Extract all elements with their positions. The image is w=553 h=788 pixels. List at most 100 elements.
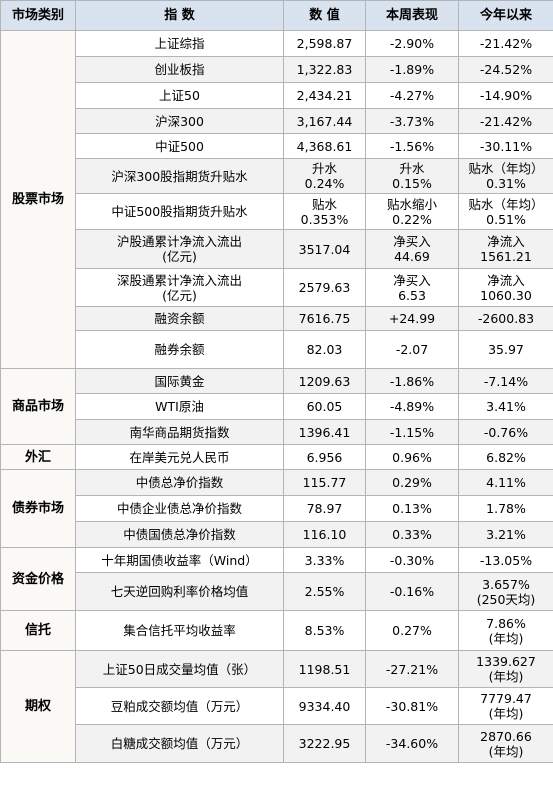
table-row: 中债国债总净价指数 116.10 0.33% 3.21%	[1, 521, 553, 548]
table-row: 沪深300股指期货升贴水 升水 0.24% 升水 0.15% 贴水（年均） 0.31%	[1, 158, 553, 194]
cell: 1,322.83	[283, 56, 366, 83]
table-row: 南华商品期货指数 1396.41 -1.15% -0.76%	[1, 419, 553, 445]
cell: -1.56%	[365, 133, 459, 159]
cell: 35.97	[458, 330, 553, 369]
cell: 7.86% (年均)	[458, 610, 553, 651]
cell: 0.96%	[365, 444, 459, 470]
cell: 沪深300股指期货升贴水	[75, 158, 284, 194]
cell: 3,167.44	[283, 108, 366, 134]
cell: -34.60%	[365, 724, 459, 763]
table-row: WTI原油 60.05 -4.89% 3.41%	[1, 393, 553, 420]
cell: 1209.63	[283, 368, 366, 394]
header-cell: 本周表现	[365, 0, 459, 31]
cell: -27.21%	[365, 650, 459, 688]
cell: 3222.95	[283, 724, 366, 763]
cell: +24.99	[365, 306, 459, 331]
cell: 6.956	[283, 444, 366, 470]
category-cell: 债券市场	[0, 469, 76, 548]
table-row: 商品市场 国际黄金 1209.63 -1.86% -7.14%	[0, 368, 553, 445]
cell: -14.90%	[458, 82, 553, 109]
cell: 上证50日成交量均值（张）	[75, 650, 284, 688]
cell: 3.657% (250天均)	[458, 572, 553, 611]
table-row: 资金价格 十年期国债收益率（Wind） 3.33% -0.30% -13.05%	[0, 547, 553, 611]
cell: -21.42%	[458, 108, 553, 134]
cell: 1.78%	[458, 495, 553, 522]
table-row: 外汇 在岸美元兑人民币 6.956 0.96% 6.82%	[0, 444, 553, 470]
cell: 中债总净价指数	[75, 469, 284, 496]
cell: 0.27%	[365, 610, 459, 651]
cell: 4,368.61	[283, 133, 366, 159]
cell: 升水 0.24%	[283, 158, 366, 194]
cell: 1339.627 (年均)	[458, 650, 553, 688]
cell: 中证500	[75, 133, 284, 159]
cell: 十年期国债收益率（Wind）	[75, 547, 284, 573]
table-row: 融资余额 7616.75 +24.99 -2600.83	[1, 306, 553, 331]
table-row: 期权 上证50日成交量均值（张） 1198.51 -27.21% 1339.627 (年…	[0, 650, 553, 763]
cell: 净买入 6.53	[365, 268, 459, 307]
cell: -1.15%	[365, 419, 459, 445]
header-cell: 今年以来	[458, 0, 553, 31]
cell: 净流入 1561.21	[458, 229, 553, 269]
cell: 2870.66 (年均)	[458, 724, 553, 763]
cell: 中债企业债总净价指数	[75, 495, 284, 522]
cell: 9334.40	[283, 687, 366, 725]
cell: 上证综指	[75, 30, 284, 57]
cell: 6.82%	[458, 444, 553, 470]
category-cell: 期权	[0, 650, 76, 763]
cell: 沪深300	[75, 108, 284, 134]
cell: 82.03	[283, 330, 366, 369]
cell: 上证50	[75, 82, 284, 109]
table-row: 沪股通累计净流入流出 (亿元) 3517.04 净买入 44.69 净流入 1561.…	[1, 229, 553, 269]
cell: 1198.51	[283, 650, 366, 688]
cell: 1396.41	[283, 419, 366, 445]
cell: 豆粕成交额均值（万元）	[75, 687, 284, 725]
market-table: 市场类别指 数数 值本周表现 今年以来 股票市场 上证综指 2,598.87 -2.90…	[0, 0, 553, 763]
cell: 7779.47 (年均)	[458, 687, 553, 725]
cell: 白糖成交额均值（万元）	[75, 724, 284, 763]
cell: 0.33%	[365, 521, 459, 548]
table-row: 融券余额 82.03 -2.07 35.97	[1, 330, 553, 369]
cell: 78.97	[283, 495, 366, 522]
cell: -4.89%	[365, 393, 459, 420]
cell: -4.27%	[365, 82, 459, 109]
cell: 集合信托平均收益率	[75, 610, 284, 651]
table-row: 中证500股指期货升贴水 贴水 0.353% 贴水缩小 0.22% 贴水（年均） 0.…	[1, 193, 553, 230]
cell: -21.42%	[458, 30, 553, 57]
cell: 沪股通累计净流入流出 (亿元)	[75, 229, 284, 269]
cell: 0.13%	[365, 495, 459, 522]
cell: -1.86%	[365, 368, 459, 394]
cell: 3.21%	[458, 521, 553, 548]
cell: -3.73%	[365, 108, 459, 134]
cell: -0.16%	[365, 572, 459, 611]
cell: 0.29%	[365, 469, 459, 496]
category-cell: 信托	[0, 610, 76, 651]
table-row: 白糖成交额均值（万元） 3222.95 -34.60% 2870.66 (年均)	[1, 724, 553, 763]
cell: 融券余额	[75, 330, 284, 369]
header-cell: 数 值	[283, 0, 366, 31]
table-row: 豆粕成交额均值（万元） 9334.40 -30.81% 7779.47 (年均)	[1, 687, 553, 725]
cell: 贴水（年均） 0.31%	[458, 158, 553, 194]
cell: 2.55%	[283, 572, 366, 611]
cell: -7.14%	[458, 368, 553, 394]
table-row: 沪深300 3,167.44 -3.73% -21.42%	[1, 108, 553, 134]
cell: 贴水 0.353%	[283, 193, 366, 230]
cell: -2.07	[365, 330, 459, 369]
cell: -1.89%	[365, 56, 459, 83]
cell: 2,598.87	[283, 30, 366, 57]
category-cell: 股票市场	[0, 30, 76, 369]
cell: 中证500股指期货升贴水	[75, 193, 284, 230]
table-row: 七天逆回购利率价格均值 2.55% -0.16% 3.657% (250天均)	[1, 572, 553, 611]
cell: -0.76%	[458, 419, 553, 445]
cell: 升水 0.15%	[365, 158, 459, 194]
cell: -2.90%	[365, 30, 459, 57]
category-cell: 商品市场	[0, 368, 76, 445]
cell: 创业板指	[75, 56, 284, 83]
cell: -13.05%	[458, 547, 553, 573]
cell: 南华商品期货指数	[75, 419, 284, 445]
cell: 115.77	[283, 469, 366, 496]
cell: 七天逆回购利率价格均值	[75, 572, 284, 611]
table-row: 中证500 4,368.61 -1.56% -30.11%	[1, 133, 553, 159]
category-cell: 资金价格	[0, 547, 76, 611]
cell: 8.53%	[283, 610, 366, 651]
table-row: 股票市场 上证综指 2,598.87 -2.90% -21.42%	[0, 30, 553, 369]
